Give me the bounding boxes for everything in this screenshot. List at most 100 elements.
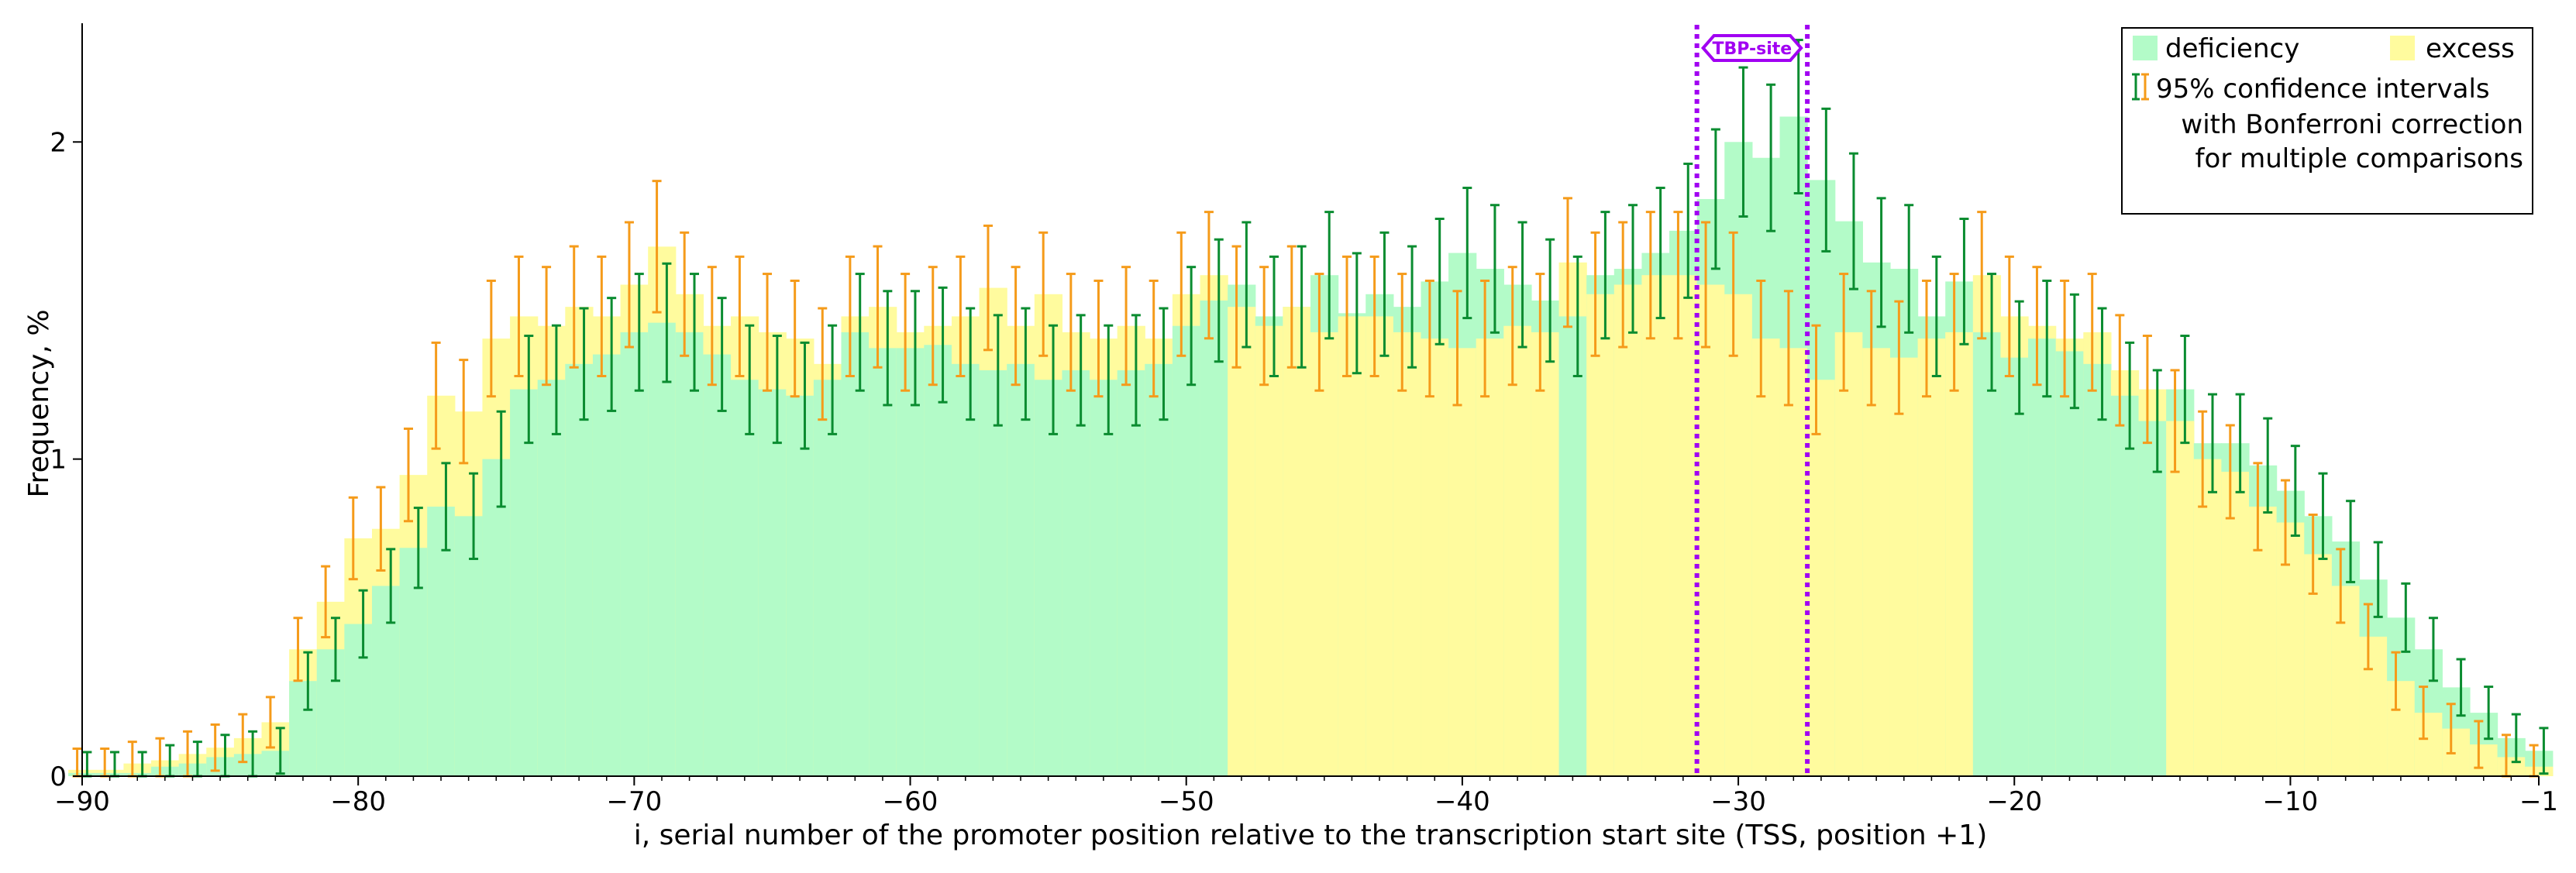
deficiency-bar-55 [1558,316,1587,776]
excess-bar-66 [1862,348,1891,776]
tbp-double-arrow [1700,34,1803,62]
excess-ci-16 [486,279,496,398]
excess-ci-60 [1701,221,1711,349]
deficiency-ci-76 [2152,369,2162,473]
deficiency-ci-17 [524,335,534,445]
bars-layer [68,116,2554,777]
x-tick-label: −70 [606,786,662,817]
excess-ci-7 [238,713,248,764]
deficiency-bar-3 [123,772,152,776]
y-tick-label: 0 [50,761,67,792]
excess-ci-72 [2032,266,2042,387]
deficiency-bar-71 [2000,357,2029,776]
deficiency-bar-31 [896,348,925,776]
deficiency-bar-26 [758,389,787,776]
deficiency-ci-36 [1049,324,1059,435]
excess-ci-32 [928,266,938,387]
deficiency-ci-41 [1186,266,1197,387]
deficiency-ci-42 [1214,238,1224,363]
deficiency-ci-61 [1738,66,1748,218]
x-tick-label: −30 [1710,786,1766,817]
deficiency-bar-39 [1117,370,1145,776]
deficiency-bar-9 [289,681,318,776]
deficiency-ci-80 [2263,417,2273,514]
excess-ci-48 [1369,255,1379,377]
excess-bar-46 [1310,332,1339,776]
excess-ci-10 [321,565,331,639]
deficiency-ci-19 [579,307,589,421]
deficiency-bar-7 [233,754,263,776]
deficiency-ci-83 [2346,500,2356,583]
excess-ci-20 [597,255,607,377]
deficiency-bar-8 [261,751,290,776]
deficiency-ci-10 [330,617,340,682]
excess-ci-64 [1811,324,1821,435]
deficiency-bar-33 [951,363,980,777]
deficiency-ci-90 [2539,727,2549,775]
deficiency-ci-16 [496,410,506,508]
deficiency-ci-47 [1352,252,1362,375]
excess-bar-57 [1613,284,1643,776]
legend-deficiency-swatch [2133,36,2158,60]
excess-bar-61 [1724,294,1753,776]
deficiency-bar-20 [592,354,622,776]
deficiency-ci-77 [2180,335,2190,445]
excess-ci-25 [735,255,745,377]
excess-bar-84 [2359,636,2388,776]
excess-ci-46 [1314,273,1324,392]
excess-ci-42 [1204,211,1214,340]
excess-ci-9 [293,617,303,682]
excess-bar-48 [1365,316,1394,776]
x-tick-label: −60 [883,786,938,817]
excess-ci-28 [818,307,828,421]
excess-ci-82 [2308,513,2318,595]
excess-ci-35 [1011,266,1021,387]
excess-ci-11 [348,496,358,581]
deficiency-ci-14 [441,462,451,552]
excess-bar-63 [1779,348,1808,776]
deficiency-ci-75 [2125,341,2135,450]
excess-bar-62 [1751,339,1781,777]
deficiency-ci-43 [1242,221,1252,349]
deficiency-ci-89 [2511,713,2521,764]
excess-bar-90 [2525,766,2554,776]
deficiency-ci-15 [469,472,479,560]
deficiency-ci-18 [551,324,561,435]
deficiency-bar-16 [482,459,511,776]
excess-bar-80 [2249,507,2278,776]
excess-bar-45 [1283,307,1311,776]
deficiency-bar-38 [1090,380,1118,776]
excess-ci-67 [1894,300,1904,415]
deficiency-bar-25 [731,380,759,776]
deficiency-ci-52 [1489,204,1500,334]
excess-ci-53 [1507,266,1517,387]
deficiency-bar-28 [813,380,842,776]
excess-ci-73 [2060,279,2070,398]
excess-ci-39 [1121,266,1131,387]
deficiency-bar-27 [786,395,814,776]
excess-bar-52 [1476,339,1504,777]
excess-bar-79 [2221,472,2250,776]
excess-ci-77 [2170,369,2180,473]
deficiency-ci-33 [966,307,976,421]
deficiency-ci-13 [413,507,423,589]
x-tick-label: −50 [1159,786,1214,817]
excess-ci-17 [514,255,524,377]
excess-ci-74 [2087,273,2097,392]
excess-ci-18 [542,266,552,387]
excess-bar-65 [1834,332,1863,776]
deficiency-ci-60 [1710,128,1720,270]
excess-bar-59 [1669,275,1698,777]
excess-ci-34 [983,224,993,352]
x-tick-label: −40 [1434,786,1490,817]
deficiency-ci-21 [634,273,644,392]
deficiency-bar-72 [2028,339,2057,777]
legend-excess-label: excess [2426,33,2515,64]
deficiency-ci-34 [993,314,1003,427]
legend-ci-line3: for multiple comparisons [2195,143,2523,174]
deficiency-bar-41 [1172,325,1201,777]
x-tick-label: −1 [2519,786,2558,817]
y-tick-label: 2 [50,127,67,158]
legend-ci-line1: 95% confidence intervals [2156,74,2490,105]
deficiency-bar-6 [206,757,235,776]
